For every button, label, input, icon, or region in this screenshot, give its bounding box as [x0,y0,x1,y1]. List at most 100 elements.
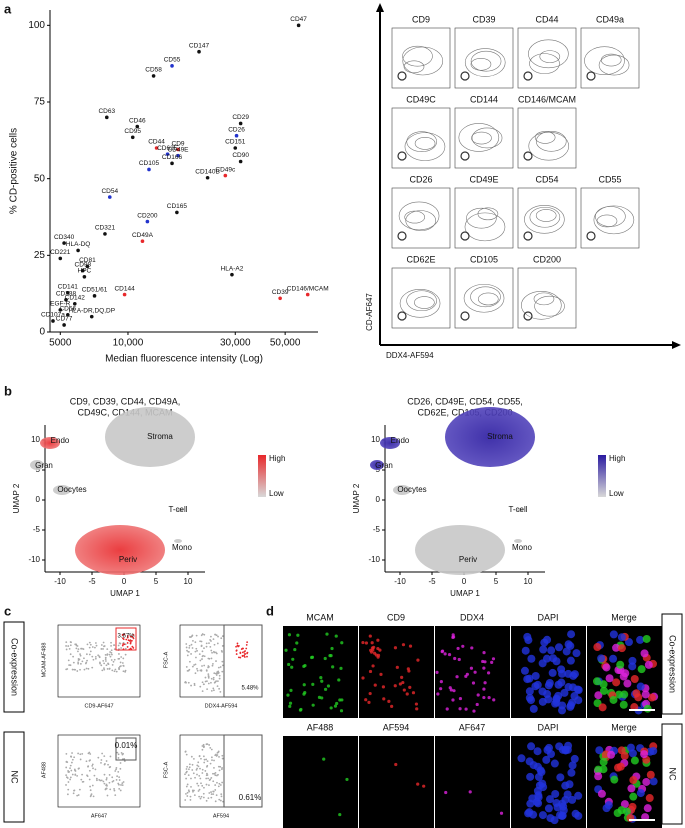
signal [560,688,569,697]
signal [302,683,306,687]
event [77,752,80,755]
signal [609,654,618,663]
event [70,755,72,758]
signal [612,643,621,652]
event [78,767,80,770]
contour [414,296,435,309]
thumb [391,27,451,89]
event [203,647,205,650]
event [118,668,121,671]
event [185,785,188,788]
point-label: CD9 [172,140,185,147]
umap-title: CD9, CD39, CD44, CD49A, [70,396,181,406]
event [88,641,91,644]
contour [463,283,505,313]
event [195,656,197,659]
event [243,656,246,658]
signal [641,690,650,699]
signal [617,644,626,653]
event [194,650,197,653]
event [202,743,205,746]
gate [115,737,137,761]
event [117,753,120,756]
channel-name: DDX4 [460,612,484,622]
signal [571,809,580,818]
signal [574,686,583,695]
event [190,684,192,687]
y-axis-label: % CD-positive cells [9,128,20,214]
event [122,657,125,660]
event [69,644,72,647]
thumb-title: CD49E [469,174,498,184]
event [216,642,219,645]
signal [370,641,374,645]
channel-name: Merge [611,612,637,622]
event [101,669,104,672]
signal [534,772,543,781]
point-label: CD321 [95,225,116,232]
signal [599,686,608,695]
signal [542,755,551,764]
contour [528,39,569,69]
signal [345,777,349,782]
cluster-label: Endo [51,436,70,445]
event [82,780,85,783]
cluster-label: Oocytes [397,485,426,494]
event [65,766,68,769]
row-label-box [3,731,25,823]
signal [367,700,371,704]
event [80,647,82,650]
event [122,664,125,667]
row-label: NC [10,771,20,784]
cluster [40,437,60,449]
signal [310,655,315,659]
event [192,639,194,642]
event [77,648,80,651]
event [94,655,97,658]
event [115,778,118,781]
channel-name: Merge [611,722,637,732]
event [205,783,208,786]
event [219,799,222,802]
point [151,74,156,78]
event [210,791,212,793]
event [90,793,93,796]
event [100,779,103,782]
signal [369,650,374,654]
point-label: HLA-DQ [66,241,91,248]
signal [439,680,443,684]
signal [619,700,628,709]
signal [524,809,533,818]
event [201,768,204,771]
signal [453,656,457,661]
signal [293,647,297,652]
event [67,769,70,772]
x-tick-label: 30,000 [220,338,251,349]
event [117,658,120,660]
signal [284,648,288,652]
event [201,665,203,667]
point [175,210,179,215]
event [206,743,209,746]
signal [528,794,537,803]
event [122,781,125,783]
cluster-label: Oocytes [57,485,86,494]
event [119,665,121,668]
event [221,645,224,647]
event [74,668,77,671]
event [87,752,90,755]
event [100,644,103,646]
event [100,664,103,667]
event [201,690,204,693]
event [85,653,88,656]
y-tick-label: 100 [28,20,45,31]
signal [320,679,324,683]
event [244,650,247,652]
thumb-title: CD55 [598,174,621,184]
thumb [517,187,577,249]
contour [471,131,492,145]
point-label: CD95 [124,128,141,135]
event [195,768,198,771]
signal [597,789,606,798]
event [196,782,199,785]
